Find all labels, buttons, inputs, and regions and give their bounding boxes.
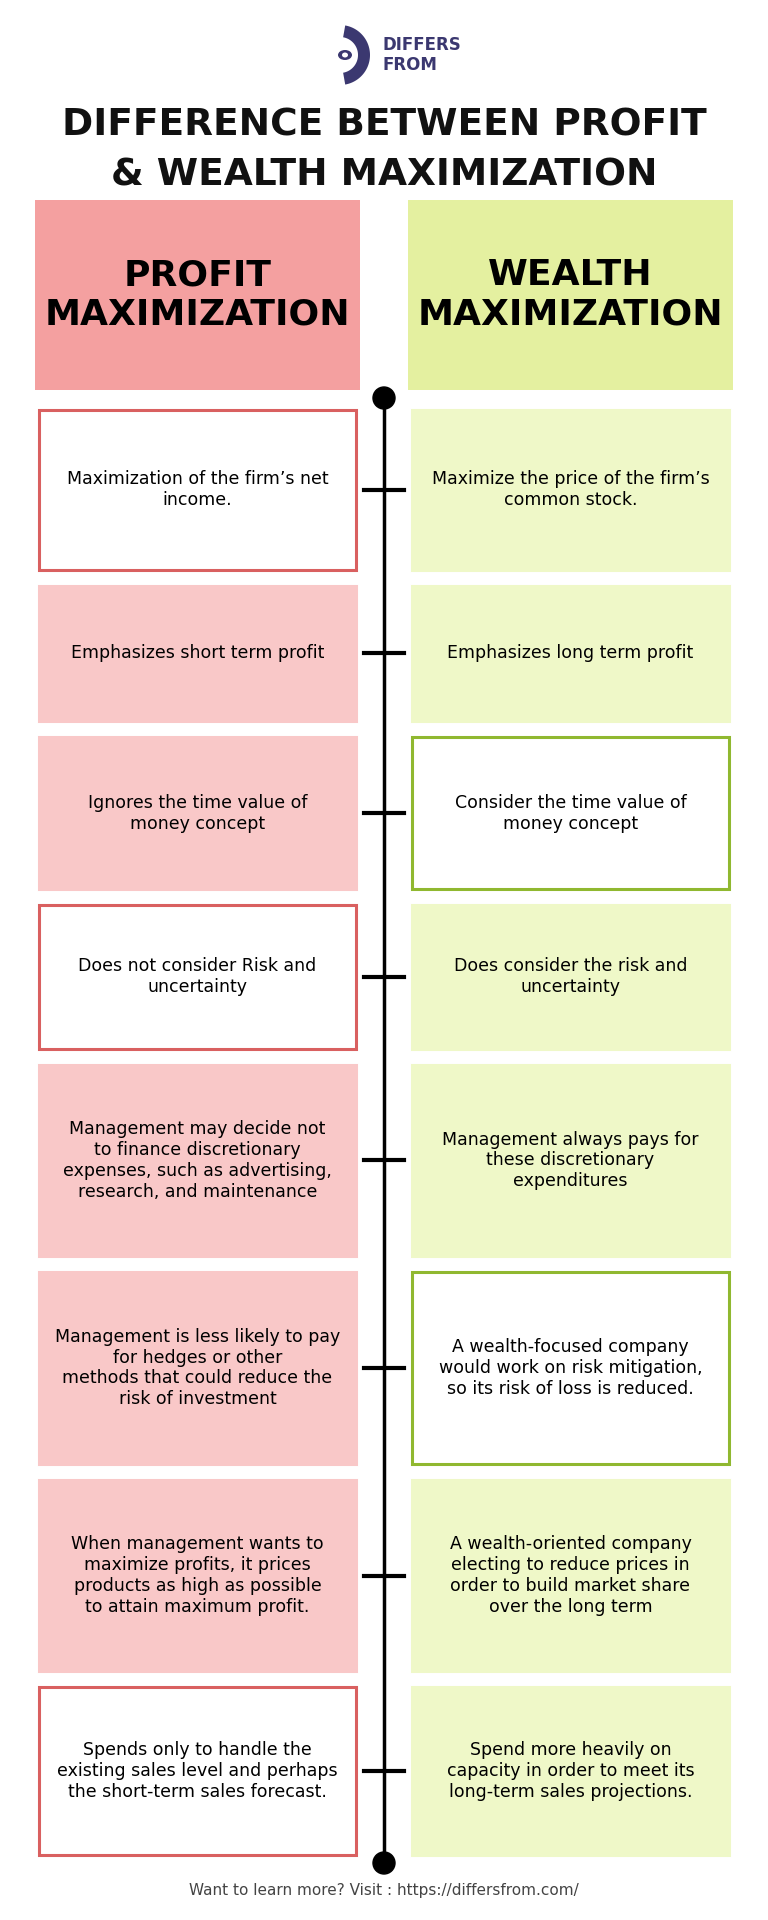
Text: A wealth-focused company
would work on risk mitigation,
so its risk of loss is r: A wealth-focused company would work on r… — [439, 1338, 702, 1398]
Circle shape — [373, 1853, 395, 1874]
Text: Spend more heavily on
capacity in order to meet its
long-term sales projections.: Spend more heavily on capacity in order … — [447, 1741, 694, 1801]
Text: FROM: FROM — [382, 56, 437, 75]
FancyBboxPatch shape — [39, 737, 356, 889]
Text: Spends only to handle the
existing sales level and perhaps
the short-term sales : Spends only to handle the existing sales… — [57, 1741, 338, 1801]
FancyBboxPatch shape — [412, 904, 729, 1048]
FancyBboxPatch shape — [412, 1480, 729, 1672]
FancyBboxPatch shape — [39, 411, 356, 570]
Text: Emphasizes short term profit: Emphasizes short term profit — [71, 645, 324, 662]
Text: Management may decide not
to finance discretionary
expenses, such as advertising: Management may decide not to finance dis… — [63, 1119, 332, 1200]
FancyBboxPatch shape — [412, 1688, 729, 1855]
FancyBboxPatch shape — [39, 1480, 356, 1672]
Circle shape — [373, 388, 395, 409]
Ellipse shape — [338, 50, 352, 60]
Text: Management always pays for
these discretionary
expenditures: Management always pays for these discret… — [442, 1131, 699, 1190]
Text: & WEALTH MAXIMIZATION: & WEALTH MAXIMIZATION — [111, 157, 657, 194]
FancyBboxPatch shape — [412, 411, 729, 570]
FancyBboxPatch shape — [39, 1273, 356, 1463]
Ellipse shape — [342, 52, 348, 58]
FancyBboxPatch shape — [412, 1273, 729, 1463]
Text: Ignores the time value of
money concept: Ignores the time value of money concept — [88, 793, 307, 833]
Text: Maximization of the firm’s net
income.: Maximization of the firm’s net income. — [67, 470, 328, 509]
FancyBboxPatch shape — [412, 1066, 729, 1256]
Text: PROFIT
MAXIMIZATION: PROFIT MAXIMIZATION — [45, 259, 350, 332]
Text: DIFFERS: DIFFERS — [382, 36, 461, 54]
Text: A wealth-oriented company
electing to reduce prices in
order to build market sha: A wealth-oriented company electing to re… — [449, 1536, 691, 1617]
FancyBboxPatch shape — [39, 904, 356, 1048]
Text: Does consider the risk and
uncertainty: Does consider the risk and uncertainty — [454, 958, 687, 996]
FancyBboxPatch shape — [35, 200, 360, 390]
Text: Management is less likely to pay
for hedges or other
methods that could reduce t: Management is less likely to pay for hed… — [55, 1329, 340, 1407]
Text: Consider the time value of
money concept: Consider the time value of money concept — [455, 793, 687, 833]
Text: Emphasizes long term profit: Emphasizes long term profit — [448, 645, 694, 662]
Polygon shape — [343, 25, 370, 84]
FancyBboxPatch shape — [39, 586, 356, 722]
FancyBboxPatch shape — [39, 1688, 356, 1855]
FancyBboxPatch shape — [408, 200, 733, 390]
FancyBboxPatch shape — [412, 737, 729, 889]
Text: When management wants to
maximize profits, it prices
products as high as possibl: When management wants to maximize profit… — [71, 1536, 324, 1617]
Text: DIFFERENCE BETWEEN PROFIT: DIFFERENCE BETWEEN PROFIT — [61, 108, 707, 142]
Text: Does not consider Risk and
uncertainty: Does not consider Risk and uncertainty — [78, 958, 316, 996]
Text: Want to learn more? Visit : https://differsfrom.com/: Want to learn more? Visit : https://diff… — [189, 1882, 579, 1897]
Text: WEALTH
MAXIMIZATION: WEALTH MAXIMIZATION — [418, 259, 723, 332]
FancyBboxPatch shape — [39, 1066, 356, 1256]
Text: Maximize the price of the firm’s
common stock.: Maximize the price of the firm’s common … — [432, 470, 710, 509]
FancyBboxPatch shape — [412, 586, 729, 722]
